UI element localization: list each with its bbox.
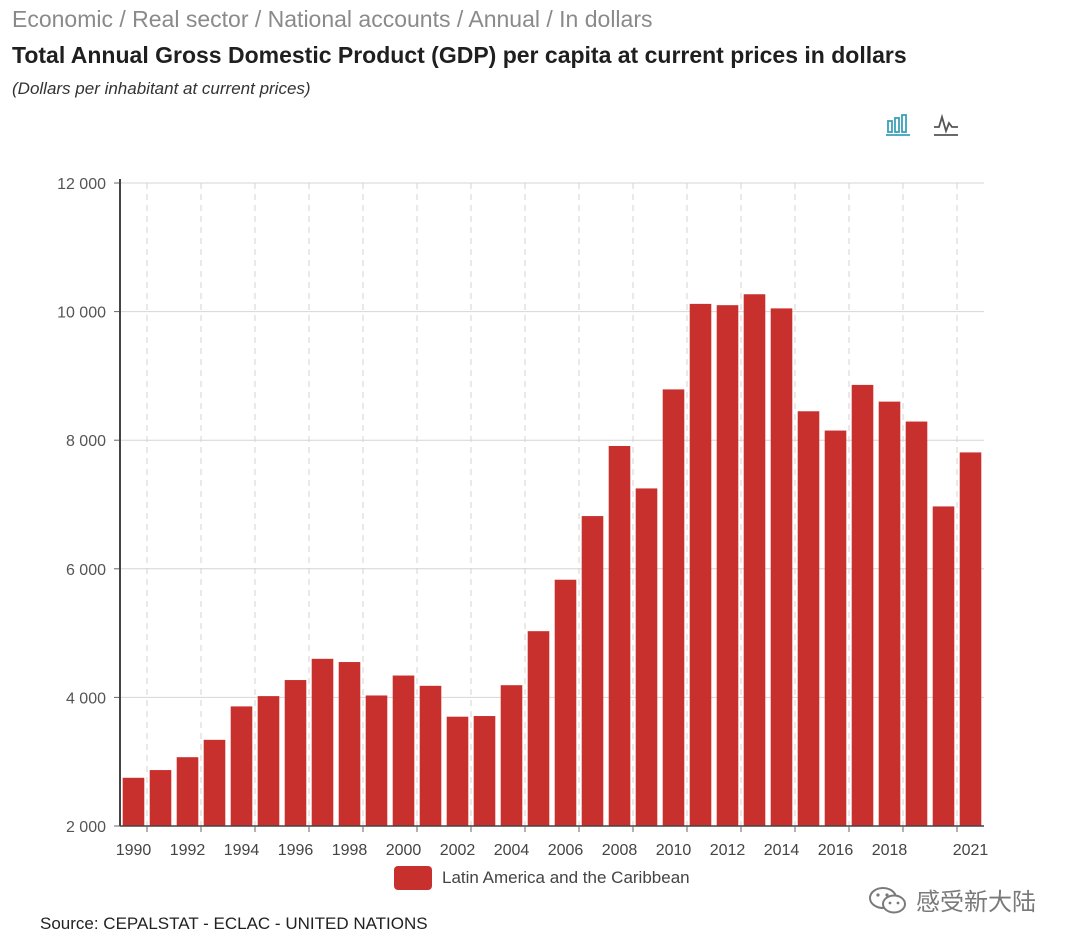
bar-2012 bbox=[716, 305, 739, 826]
page-title: Total Annual Gross Domestic Product (GDP… bbox=[12, 42, 907, 68]
line-chart-button[interactable] bbox=[932, 110, 960, 138]
bars bbox=[122, 294, 982, 826]
bar-chart-button[interactable] bbox=[884, 110, 912, 138]
bar-2010 bbox=[662, 389, 685, 826]
bar-1999 bbox=[365, 695, 388, 826]
x-tick-label: 2004 bbox=[494, 842, 530, 859]
bar-1990 bbox=[122, 777, 145, 826]
bar-1994 bbox=[230, 706, 253, 826]
y-tick-label: 12 000 bbox=[57, 176, 106, 193]
y-axis-labels: 2 000 4 000 6 000 8 000 10 000 12 000 bbox=[57, 176, 106, 836]
bar-2013 bbox=[743, 294, 766, 826]
bar-2004 bbox=[500, 685, 523, 826]
bar-2008 bbox=[608, 445, 631, 826]
x-tick-label: 2016 bbox=[818, 842, 854, 859]
x-tick-label: 2008 bbox=[602, 842, 638, 859]
x-tick-label: 2010 bbox=[656, 842, 692, 859]
x-tick-label: 2002 bbox=[440, 842, 476, 859]
bar-2005 bbox=[527, 631, 550, 826]
breadcrumb[interactable]: Economic / Real sector / National accoun… bbox=[12, 6, 653, 32]
x-axis-labels: 1990 1992 1994 1996 1998 2000 2002 2004 2006 2008… bbox=[116, 842, 989, 859]
bar-2015 bbox=[797, 411, 820, 826]
bar-2019 bbox=[905, 421, 928, 826]
axes bbox=[114, 179, 984, 832]
bar-2001 bbox=[419, 685, 442, 826]
legend-label: Latin America and the Caribbean bbox=[442, 868, 690, 887]
bar-chart-icon bbox=[886, 114, 910, 136]
chart-type-toolbar bbox=[884, 110, 960, 138]
bar-2016 bbox=[824, 430, 847, 826]
x-tick-label: 2012 bbox=[710, 842, 746, 859]
x-tick-label: 2021 bbox=[953, 842, 989, 859]
bar-2014 bbox=[770, 308, 793, 826]
bar-1993 bbox=[203, 739, 226, 826]
x-tick-label: 1990 bbox=[116, 842, 152, 859]
bar-2017 bbox=[851, 384, 874, 826]
bar-1998 bbox=[338, 662, 361, 826]
bar-1997 bbox=[311, 658, 334, 826]
bar-2000 bbox=[392, 675, 415, 826]
y-tick-label: 4 000 bbox=[66, 690, 106, 707]
bar-2018 bbox=[878, 401, 901, 826]
x-tick-label: 2014 bbox=[764, 842, 800, 859]
line-chart-icon bbox=[934, 113, 958, 136]
bar-2011 bbox=[689, 303, 712, 826]
bar-1992 bbox=[176, 757, 199, 826]
x-tick-label: 1994 bbox=[224, 842, 260, 859]
x-tick-label: 1992 bbox=[170, 842, 206, 859]
y-tick-label: 2 000 bbox=[66, 819, 106, 836]
watermark: 感受新大陆 bbox=[868, 882, 1036, 917]
bar-2006 bbox=[554, 579, 577, 826]
legend-swatch bbox=[394, 866, 432, 890]
watermark-text: 感受新大陆 bbox=[916, 889, 1036, 916]
y-tick-label: 6 000 bbox=[66, 562, 106, 579]
bar-2021 bbox=[959, 452, 982, 826]
x-tick-label: 2018 bbox=[872, 842, 908, 859]
bar-2020 bbox=[932, 506, 955, 826]
source-note: Source: CEPALSTAT - ECLAC - UNITED NATIO… bbox=[40, 914, 428, 933]
y-tick-label: 10 000 bbox=[57, 305, 106, 322]
bar-1995 bbox=[257, 696, 280, 826]
bar-1991 bbox=[149, 770, 172, 826]
y-tick-label: 8 000 bbox=[66, 433, 106, 450]
wechat-icon bbox=[869, 886, 906, 913]
x-tick-label: 2006 bbox=[548, 842, 584, 859]
bar-1996 bbox=[284, 680, 307, 826]
bar-2002 bbox=[446, 716, 469, 826]
bar-2003 bbox=[473, 716, 496, 826]
x-tick-label: 2000 bbox=[386, 842, 422, 859]
x-tick-label: 1996 bbox=[278, 842, 314, 859]
bar-2009 bbox=[635, 488, 658, 826]
page-subtitle: (Dollars per inhabitant at current price… bbox=[12, 79, 311, 98]
bar-2007 bbox=[581, 516, 604, 826]
x-tick-label: 1998 bbox=[332, 842, 368, 859]
legend[interactable]: Latin America and the Caribbean bbox=[394, 866, 690, 890]
